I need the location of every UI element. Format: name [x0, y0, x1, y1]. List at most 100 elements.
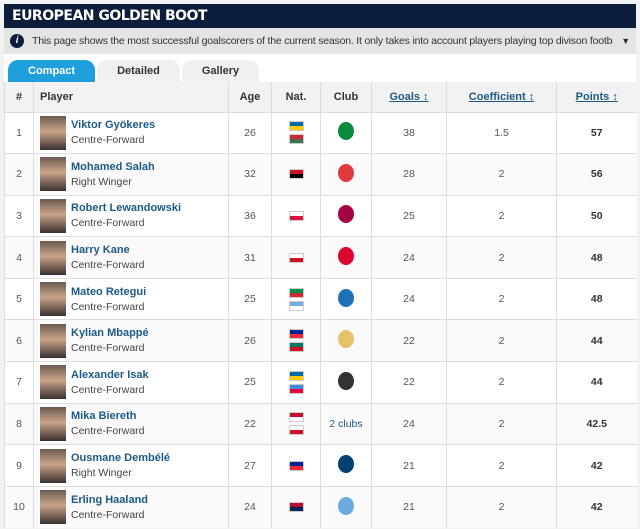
points: 50 — [556, 194, 637, 237]
nationality-flag-icon — [288, 329, 304, 340]
sort-goals[interactable]: Goals ↕ — [389, 90, 429, 103]
nationality-flag-icon — [288, 121, 304, 132]
player-position: Centre-Forward — [71, 342, 145, 355]
coefficient: 2 — [446, 319, 557, 362]
points: 48 — [556, 236, 637, 279]
player-position: Right Winger — [71, 467, 132, 480]
club-crest-icon[interactable] — [338, 163, 354, 182]
club-crest-icon[interactable] — [338, 247, 354, 266]
player-name-link[interactable]: Viktor Gyökeres — [71, 119, 156, 132]
rank: 3 — [4, 194, 34, 237]
coefficient: 2 — [446, 277, 557, 320]
nationality — [271, 485, 321, 528]
age: 31 — [228, 236, 272, 279]
rank: 5 — [4, 277, 34, 320]
age: 25 — [228, 361, 272, 404]
age: 25 — [228, 277, 272, 320]
player-name-link[interactable]: Robert Lewandowski — [71, 202, 182, 215]
age: 32 — [228, 153, 272, 196]
player-name-link[interactable]: Mohamed Salah — [71, 160, 155, 173]
table-row: 5 Mateo Retegui Centre-Forward 25 24 2 48 — [4, 277, 637, 320]
club — [320, 111, 372, 154]
club-crest-icon[interactable] — [338, 330, 354, 349]
player-photo[interactable] — [40, 323, 66, 358]
goals: 24 — [371, 277, 447, 320]
coefficient: 2 — [446, 153, 557, 196]
coefficient: 2 — [446, 444, 557, 487]
header-nat: Nat. — [271, 82, 321, 112]
player-position: Centre-Forward — [71, 300, 145, 313]
age: 22 — [228, 402, 272, 445]
nationality-flag-icon — [288, 287, 304, 298]
coefficient: 2 — [446, 485, 557, 528]
tab-detailed[interactable]: Detailed — [97, 60, 180, 82]
club-crest-icon[interactable] — [338, 455, 354, 474]
rank: 1 — [4, 111, 34, 154]
club-crest-icon[interactable] — [338, 371, 354, 390]
player-photo[interactable] — [40, 282, 66, 317]
nationality — [271, 153, 321, 196]
nationality — [271, 444, 321, 487]
player-photo[interactable] — [40, 198, 66, 233]
expand-chevron-icon[interactable]: ▼ — [621, 36, 630, 46]
player-name-link[interactable]: Alexander Isak — [71, 368, 149, 381]
coefficient: 2 — [446, 402, 557, 445]
header-age: Age — [228, 82, 272, 112]
nationality-flag-icon — [288, 300, 304, 311]
tab-gallery[interactable]: Gallery — [181, 60, 260, 82]
club-crest-icon[interactable] — [338, 205, 354, 224]
player-name-link[interactable]: Mateo Retegui — [71, 285, 147, 298]
multiple-clubs-link[interactable]: 2 clubs — [329, 417, 363, 430]
points: 42 — [556, 444, 637, 487]
club — [320, 444, 372, 487]
club-crest-icon[interactable] — [338, 122, 354, 141]
points: 56 — [556, 153, 637, 196]
coefficient: 2 — [446, 236, 557, 279]
player-position: Centre-Forward — [71, 134, 145, 147]
points: 57 — [556, 111, 637, 154]
club: 2 clubs — [320, 402, 372, 445]
club — [320, 277, 372, 320]
rank: 8 — [4, 402, 34, 445]
player-name-link[interactable]: Kylian Mbappé — [71, 327, 149, 340]
player-photo[interactable] — [40, 240, 66, 275]
nationality-flag-icon — [288, 370, 304, 381]
age: 26 — [228, 319, 272, 362]
points: 42 — [556, 485, 637, 528]
player-photo[interactable] — [40, 448, 66, 483]
nationality-flag-icon — [288, 342, 304, 353]
coefficient: 1.5 — [446, 111, 557, 154]
nationality-flag-icon — [288, 252, 304, 263]
player-photo[interactable] — [40, 115, 66, 150]
rank: 7 — [4, 361, 34, 404]
table-row: 3 Robert Lewandowski Centre-Forward 36 25… — [4, 194, 637, 237]
age: 26 — [228, 111, 272, 154]
sort-points[interactable]: Points ↕ — [575, 90, 618, 103]
sort-coefficient[interactable]: Coefficient ↕ — [468, 90, 535, 103]
club — [320, 319, 372, 362]
points: 48 — [556, 277, 637, 320]
club-crest-icon[interactable] — [338, 496, 354, 515]
info-bar[interactable]: i This page shows the most successful go… — [4, 28, 636, 54]
golden-boot-page: EUROPEAN GOLDEN BOOT i This page shows t… — [4, 4, 637, 528]
nationality — [271, 319, 321, 362]
rank: 10 — [4, 485, 34, 528]
age: 27 — [228, 444, 272, 487]
table-row: 6 Kylian Mbappé Centre-Forward 26 22 2 44 — [4, 319, 637, 362]
tab-compact[interactable]: Compact — [8, 60, 96, 82]
player-position: Right Winger — [71, 175, 132, 188]
player-name-link[interactable]: Erling Haaland — [71, 493, 149, 506]
club-crest-icon[interactable] — [338, 288, 354, 307]
player-photo[interactable] — [40, 406, 66, 441]
goals: 28 — [371, 153, 447, 196]
player-name-link[interactable]: Ousmane Dembélé — [71, 452, 171, 465]
points: 42.5 — [556, 402, 637, 445]
club — [320, 194, 372, 237]
player-name-link[interactable]: Harry Kane — [71, 244, 130, 257]
header-rank: # — [4, 82, 34, 112]
player-name-link[interactable]: Mika Biereth — [71, 410, 137, 423]
player-photo[interactable] — [40, 365, 66, 400]
age: 36 — [228, 194, 272, 237]
player-photo[interactable] — [40, 490, 66, 525]
player-photo[interactable] — [40, 157, 66, 192]
